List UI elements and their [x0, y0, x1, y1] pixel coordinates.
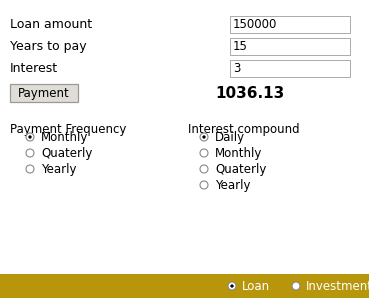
Circle shape: [200, 133, 208, 141]
Text: Years to pay: Years to pay: [10, 40, 87, 53]
FancyBboxPatch shape: [230, 38, 350, 55]
Text: Payment Frequency: Payment Frequency: [10, 123, 126, 136]
Text: Loan: Loan: [242, 280, 270, 293]
Circle shape: [26, 149, 34, 157]
Text: Quaterly: Quaterly: [41, 147, 92, 159]
Text: 15: 15: [233, 40, 248, 53]
Text: Payment: Payment: [18, 86, 70, 100]
FancyBboxPatch shape: [230, 16, 350, 33]
Text: Quaterly: Quaterly: [215, 162, 266, 176]
Text: Investment: Investment: [306, 280, 369, 293]
Text: 150000: 150000: [233, 18, 277, 31]
Text: Monthly: Monthly: [215, 147, 262, 159]
Text: Daily: Daily: [215, 131, 245, 144]
Circle shape: [292, 282, 300, 290]
Text: Loan amount: Loan amount: [10, 18, 92, 31]
Circle shape: [28, 135, 32, 139]
Text: Yearly: Yearly: [41, 162, 76, 176]
Circle shape: [200, 181, 208, 189]
Text: 1036.13: 1036.13: [215, 86, 284, 100]
Text: Yearly: Yearly: [215, 179, 251, 192]
Circle shape: [228, 282, 236, 290]
Circle shape: [200, 165, 208, 173]
Circle shape: [202, 135, 206, 139]
Circle shape: [200, 149, 208, 157]
Circle shape: [26, 165, 34, 173]
Text: 3: 3: [233, 62, 240, 75]
FancyBboxPatch shape: [10, 84, 78, 102]
Text: Interest compound: Interest compound: [188, 123, 300, 136]
Circle shape: [26, 133, 34, 141]
Text: Interest: Interest: [10, 62, 58, 75]
Circle shape: [230, 284, 234, 288]
FancyBboxPatch shape: [0, 274, 369, 298]
Text: Monthly: Monthly: [41, 131, 88, 144]
FancyBboxPatch shape: [230, 60, 350, 77]
